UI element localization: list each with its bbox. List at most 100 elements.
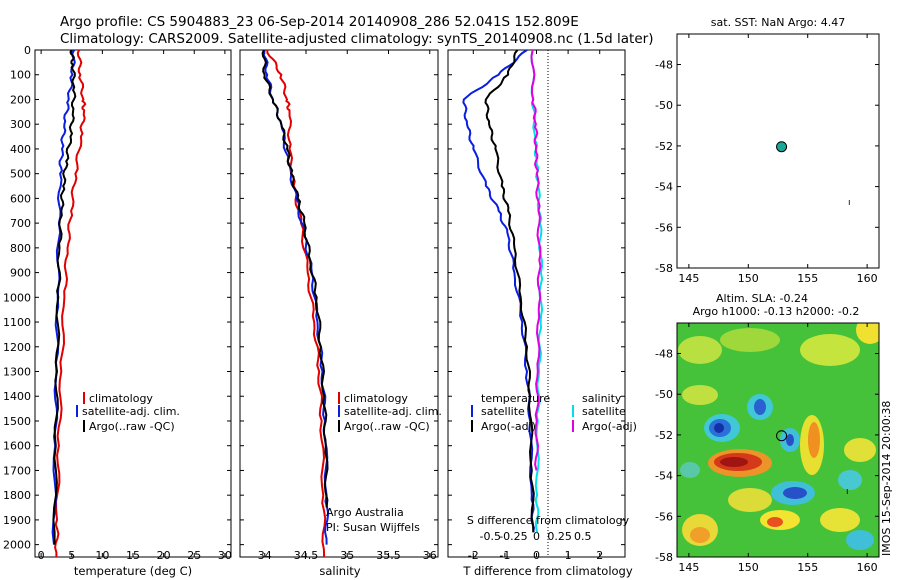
difference-depth-ticks xyxy=(448,49,625,546)
sst-map-axes xyxy=(676,33,880,269)
legend-swatch-t-argo xyxy=(471,420,473,432)
salinity-lines xyxy=(261,50,330,557)
map-tick-label: -54 xyxy=(655,470,673,483)
temperature-legend: climatology satellite-adj. clim. Argo(..… xyxy=(76,392,180,433)
sst-map-panel: sat. SST: NaN Argo: 4.47 -48 -50 -52 -54 -56… xyxy=(655,16,880,285)
map-glyph: ı xyxy=(848,198,851,208)
depth-tick-label: 500 xyxy=(10,168,31,181)
sla-yellow-patch xyxy=(844,438,876,462)
temperature-axis-ticks: 0 5 10 15 20 25 30 xyxy=(38,50,232,562)
x-tick-label: 20 xyxy=(157,549,171,562)
s-tick-label: -0.25 xyxy=(499,530,527,543)
sla-cyan-patch xyxy=(838,470,862,490)
legend-label-argo: Argo(..raw -QC) xyxy=(344,420,430,433)
difference-legend: temperature satellite Argo(-adj) salinit… xyxy=(471,392,637,433)
x-tick-label: 10 xyxy=(95,549,109,562)
sla-map-axes xyxy=(676,322,880,558)
sla-cyan-patch xyxy=(846,530,874,550)
x-tick-label: 35 xyxy=(340,549,354,562)
salinity-axis-label: salinity xyxy=(319,564,360,578)
x-tick-label: 5 xyxy=(68,549,75,562)
temperature-axis-label: temperature (deg C) xyxy=(74,564,192,578)
sla-blue-patch xyxy=(754,399,766,415)
series-line xyxy=(262,50,330,545)
temperature-panel: 0100200300400500600700800900100011001200… xyxy=(3,44,232,578)
imos-timestamp: IMOS 15-Sep-2014 20:00:38 xyxy=(880,401,893,556)
depth-tick-label: 1200 xyxy=(3,341,31,354)
depth-tick-label: 200 xyxy=(10,93,31,106)
salinity-axes xyxy=(239,49,439,558)
map-tick-label: -54 xyxy=(655,181,673,194)
depth-tick-label: 900 xyxy=(10,267,31,280)
legend-title-temperature: temperature xyxy=(481,392,550,405)
sla-map-title-1: Altim. SLA: -0.24 xyxy=(716,292,808,305)
x-tick-label: 15 xyxy=(126,549,140,562)
map-tick-label: -58 xyxy=(655,551,673,564)
depth-tick-label: 600 xyxy=(10,192,31,205)
depth-tick-label: 700 xyxy=(10,217,31,230)
sla-blue-patch xyxy=(714,423,724,433)
series-line xyxy=(51,50,76,545)
sla-yellow-patch xyxy=(856,323,879,344)
sla-yellow-patch xyxy=(800,334,860,366)
map-glyph: ı xyxy=(846,487,849,497)
figure-title-line1: Argo profile: CS 5904883_23 06-Sep-2014 … xyxy=(60,14,579,30)
sla-map-ticks: -48 -50 -52 -54 -56 -58 145 150 155 160 xyxy=(655,323,879,574)
pi-label: PI: Susan Wijffels xyxy=(326,521,420,534)
salinity-depth-ticks xyxy=(240,49,438,546)
legend-swatch-argo xyxy=(83,420,85,432)
series-line xyxy=(54,50,87,557)
difference-panel: -2 -1 0 1 2 -0.5-0.25 0 0.25 0.5 S difference fr… xyxy=(447,49,637,578)
x-tick-label: 35.5 xyxy=(376,549,401,562)
x-tick-label: -2 xyxy=(468,549,479,562)
x-tick-label: 2 xyxy=(596,549,603,562)
sla-yellow-patch xyxy=(820,508,860,532)
map-tick-label: 155 xyxy=(797,272,818,285)
map-tick-label: 160 xyxy=(857,561,878,574)
legend-label-satellite: satellite-adj. clim. xyxy=(344,405,442,418)
x-tick-label: 1 xyxy=(565,549,572,562)
legend-swatch-satellite xyxy=(76,405,78,417)
map-tick-label: 155 xyxy=(797,561,818,574)
argo-position-marker xyxy=(776,430,788,442)
depth-tick-label: 1000 xyxy=(3,291,31,304)
legend-swatch-argo xyxy=(338,420,340,432)
legend-label-argo: Argo(..raw -QC) xyxy=(89,420,175,433)
legend-swatch-s-argo xyxy=(572,420,574,432)
legend-swatch-t-satellite xyxy=(471,405,473,417)
depth-tick-label: 1300 xyxy=(3,366,31,379)
map-tick-label: 150 xyxy=(738,561,759,574)
depth-tick-label: 0 xyxy=(24,44,31,57)
difference-axis-label: T difference from climatology xyxy=(462,564,633,578)
map-tick-label: -52 xyxy=(655,140,673,153)
sla-map-panel: Altim. SLA: -0.24 Argo h1000: -0.13 h200… xyxy=(655,292,893,574)
x-tick-label: 36 xyxy=(423,549,437,562)
depth-axis-ticks: 0 100 200 300 400 500 600 700 800 900 1000 1100 1200… xyxy=(3,44,231,552)
s-tick-label: -0.5 xyxy=(480,530,501,543)
s-difference-label: S difference from climatology xyxy=(467,514,630,527)
salinity-panel: 34 34.5 35 35.5 36 salinity climatology sate… xyxy=(239,49,442,578)
sst-map-marks: ı xyxy=(776,141,851,208)
map-tick-label: 160 xyxy=(857,272,878,285)
sla-texture xyxy=(678,323,879,550)
legend-label-t-satellite: satellite xyxy=(481,405,525,418)
series-line xyxy=(530,50,542,471)
sla-yellow-patch xyxy=(682,385,718,405)
argo-position-marker xyxy=(776,141,788,153)
map-tick-label: -56 xyxy=(655,510,673,523)
temperature-lines xyxy=(51,50,87,557)
salinity-axis-ticks: 34 34.5 35 35.5 36 xyxy=(258,50,437,562)
sla-orange-patch xyxy=(690,527,710,543)
legend-swatch-climatology xyxy=(338,392,340,404)
argo-australia-label: Argo Australia xyxy=(326,506,404,519)
depth-tick-label: 2000 xyxy=(3,539,31,552)
legend-label-s-argo: Argo(-adj) xyxy=(582,420,637,433)
sla-red-patch xyxy=(720,457,748,467)
sla-map-title-2: Argo h1000: -0.13 h2000: -0.2 xyxy=(693,305,860,318)
depth-tick-label: 1700 xyxy=(3,464,31,477)
depth-tick-label: 1400 xyxy=(3,390,31,403)
map-tick-label: 145 xyxy=(678,561,699,574)
s-tick-label: 0.5 xyxy=(574,530,592,543)
x-tick-label: 34.5 xyxy=(294,549,319,562)
